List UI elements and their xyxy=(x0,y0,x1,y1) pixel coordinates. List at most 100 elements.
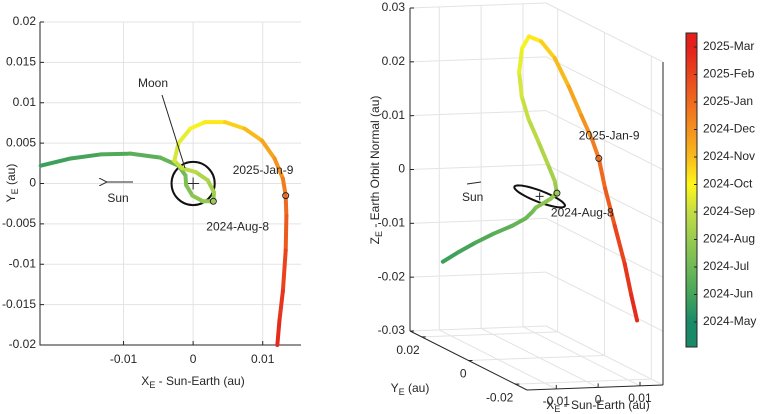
sun-line-3d xyxy=(466,181,482,185)
trajectory-segment xyxy=(629,293,640,323)
trajectory-segment xyxy=(440,249,461,264)
colorbar-label: 2024-May xyxy=(703,314,756,328)
grid-line xyxy=(468,355,605,361)
colorbar-label: 2024-Nov xyxy=(703,149,755,163)
moon-label: Moon xyxy=(138,76,168,90)
y-tick-label: -0.02 xyxy=(9,337,37,351)
trajectory-segment xyxy=(260,138,277,161)
grid-line xyxy=(421,331,558,338)
y-tick-label: -0.01 xyxy=(9,256,37,270)
x-tick-label: 0.01 xyxy=(628,391,652,405)
z-axis-sub: E xyxy=(374,231,384,237)
sun-label-3d: Sun xyxy=(462,190,483,204)
trajectory-segment xyxy=(275,318,282,347)
grid-line xyxy=(409,56,547,63)
trajectory-segment xyxy=(184,183,195,198)
z-tick-label: 0.03 xyxy=(382,0,406,14)
date-label: 2024-Aug-8 xyxy=(206,219,269,233)
y-axis-title-3d: YE (au) xyxy=(391,381,430,397)
trajectory-segment xyxy=(176,126,193,146)
y-tick-label: -0.02 xyxy=(486,390,514,404)
date-marker xyxy=(595,154,603,162)
z-tick-label: -0.03 xyxy=(378,323,406,337)
y-tick-label: -0.015 xyxy=(2,297,36,311)
trajectory-segment xyxy=(473,231,496,245)
colorbar-bar xyxy=(685,32,698,348)
x-axis-rest: - Sun-Earth (au) xyxy=(560,398,649,412)
y-tick-label: 0.02 xyxy=(13,14,37,28)
y-tick-label: 0.02 xyxy=(396,343,420,357)
trajectory-segment xyxy=(280,248,288,293)
y-axis-title: YE (au) xyxy=(4,164,20,203)
grid-line xyxy=(409,164,547,170)
trajectory-segment xyxy=(205,178,216,195)
x-tick-label: 0.01 xyxy=(251,352,275,366)
date-marker xyxy=(209,197,217,205)
moon-pointer xyxy=(161,94,186,169)
trajectory-segment xyxy=(519,94,531,122)
trajectory-segment xyxy=(193,170,210,183)
z-tick-label: 0 xyxy=(398,162,405,176)
right-plot: -0.03 -0.02 -0.01 0 0.01 0.02 0.03 -0.01 0 0.01 -0… xyxy=(378,0,664,408)
trajectory-segment xyxy=(272,156,285,181)
x-axis-rest: - Sun-Earth (au) xyxy=(155,374,244,388)
x-axis-symbol: X xyxy=(546,398,554,412)
y-tick-label: 0 xyxy=(460,367,467,381)
z-axis-title-3d: ZE - Earth Orbit Normal (au) xyxy=(368,96,384,245)
colorbar-label: 2025-Feb xyxy=(703,67,755,81)
y-axis-rest: (au) xyxy=(4,164,18,189)
trajectory-segment xyxy=(552,56,571,89)
trajectory-segment xyxy=(179,166,198,175)
earth xyxy=(187,177,200,190)
trajectory-segment xyxy=(277,288,285,323)
trajectory-segment xyxy=(98,151,133,157)
x-axis-symbol: X xyxy=(141,374,149,388)
trajectory-segment xyxy=(520,34,531,51)
trajectory-segment xyxy=(128,151,163,160)
y-axis-symbol: Y xyxy=(391,381,399,395)
colorbar-label: 2024-Jul xyxy=(703,259,749,273)
trajectory-segment xyxy=(517,46,525,75)
colorbar-label: 2024-Sep xyxy=(703,204,755,218)
colorbar: 2025-Mar 2025-Feb 2025-Jan 2024-Dec 2024-Nov… xyxy=(685,32,756,348)
y-tick-label: -0.005 xyxy=(2,216,36,230)
colorbar-label: 2025-Mar xyxy=(703,39,754,53)
colorbar-label: 2025-Jan xyxy=(703,94,753,108)
trajectory-segment xyxy=(579,113,595,142)
z-tick-label: 0.02 xyxy=(382,54,406,68)
sun-label: Sun xyxy=(107,191,128,205)
grid-line xyxy=(409,271,547,278)
trajectory-segment xyxy=(545,161,557,184)
trajectory-segment xyxy=(38,156,73,168)
trajectory-segment xyxy=(491,223,515,236)
x-axis-sub: E xyxy=(149,380,155,390)
moon-orbit xyxy=(513,184,567,209)
z-axis-symbol: Z xyxy=(368,237,382,244)
trajectory-segment xyxy=(536,138,550,166)
x-tick-label: -0.01 xyxy=(110,352,138,366)
z-tick-label: -0.02 xyxy=(378,269,406,283)
trajectory-segment xyxy=(552,179,559,196)
trajectory-segment xyxy=(596,156,608,191)
grid-line xyxy=(515,378,652,385)
y-tick-label: 0.01 xyxy=(13,95,37,109)
colorbar-label: 2024-Jun xyxy=(703,287,753,301)
y-axis-sub: E xyxy=(399,387,405,397)
z-tick-label: 0.01 xyxy=(382,108,406,122)
left-plot: -0.02 -0.015 -0.01 -0.005 0 0.005 0.01 0.015 0.0… xyxy=(2,14,301,366)
z-tick-label: -0.01 xyxy=(378,216,406,230)
x-axis-title-3d: XE - Sun-Earth (au) xyxy=(546,398,649,414)
date-label: 2024-Aug-8 xyxy=(551,205,614,219)
date-marker xyxy=(553,189,561,197)
trajectory-segment xyxy=(283,213,289,253)
y-tick-label: 0 xyxy=(29,176,36,190)
date-label: 2025-Jan-9 xyxy=(233,163,294,177)
trajectory-segment xyxy=(242,126,265,143)
trajectory-segment xyxy=(526,117,541,143)
trajectory-segment xyxy=(68,152,103,161)
x-tick-label: 0 xyxy=(190,352,197,366)
axis-lines xyxy=(39,22,301,346)
x-axis-sub: E xyxy=(554,404,560,414)
trajectory-segment xyxy=(456,240,478,254)
